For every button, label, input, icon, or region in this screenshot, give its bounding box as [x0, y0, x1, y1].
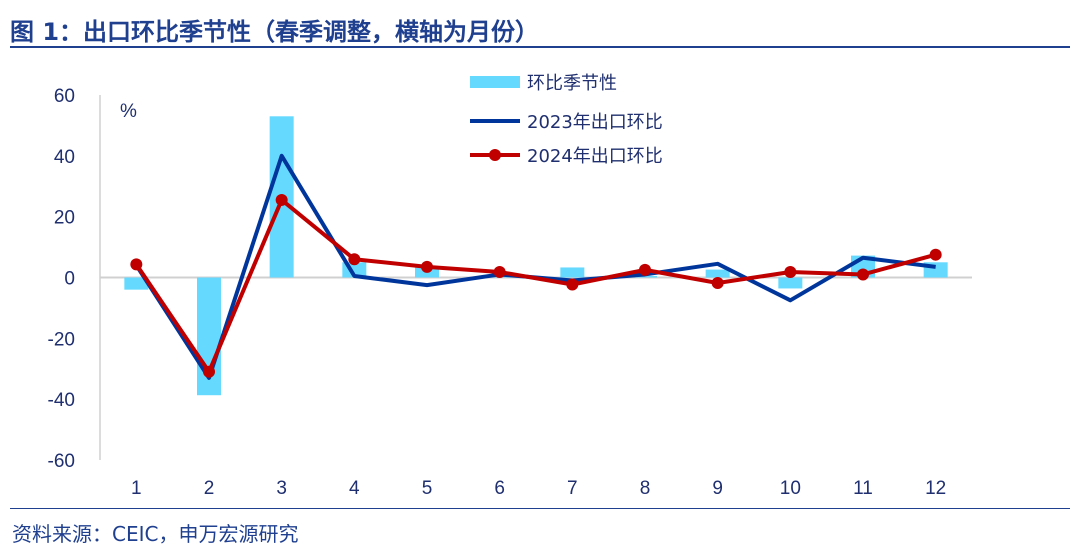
- x-tick-label: 2: [204, 478, 215, 499]
- x-tick-label: 9: [712, 478, 723, 499]
- point-12: [929, 248, 942, 261]
- legend-bar-swatch: [470, 76, 520, 88]
- x-tick-label: 3: [276, 478, 287, 499]
- bar-8: [633, 275, 657, 278]
- x-tick-label: 7: [567, 478, 578, 499]
- legend-label-seasonality: 环比季节性: [527, 73, 617, 94]
- point-11: [857, 268, 869, 281]
- y-tick-label: 0: [64, 269, 75, 290]
- x-tick-label: 6: [494, 478, 505, 499]
- bar-7: [560, 267, 585, 278]
- x-tick-label: 5: [422, 478, 433, 499]
- title-rule: [10, 46, 1070, 48]
- y-tick-label: 60: [54, 86, 75, 107]
- bar-10: [778, 277, 803, 289]
- bar-1: [124, 277, 149, 290]
- point-7: [566, 278, 579, 291]
- x-tick-label: 1: [131, 478, 142, 499]
- point-3: [275, 193, 288, 206]
- point-10: [784, 266, 797, 279]
- bar-9: [705, 269, 730, 278]
- x-tick-label: 11: [853, 478, 873, 499]
- x-tick-label: 12: [925, 478, 946, 499]
- legend-label-2023: 2023年出口环比: [527, 112, 663, 133]
- y-tick-label: -40: [48, 390, 75, 411]
- legend-2024-marker: [489, 149, 501, 161]
- chart-title: 图 1：出口环比季节性（春季调整，横轴为月份）: [10, 18, 540, 46]
- legend-label-2024: 2024年出口环比: [527, 146, 663, 167]
- point-9: [711, 276, 724, 289]
- point-1: [130, 258, 143, 271]
- point-8: [639, 263, 651, 276]
- y-tick-label: 40: [54, 147, 75, 168]
- x-tick-label: 4: [349, 478, 360, 499]
- y-axis-unit: %: [120, 101, 137, 122]
- y-tick-label: -20: [48, 329, 75, 350]
- point-4: [348, 253, 361, 266]
- y-tick-label: -60: [48, 451, 75, 472]
- point-2: [203, 365, 215, 378]
- x-tick-label: 8: [640, 478, 651, 499]
- source-note: 资料来源：CEIC，申万宏源研究: [12, 522, 299, 546]
- y-tick-label: 20: [54, 208, 75, 229]
- line-series-2024年出口环比: [134, 197, 937, 374]
- point-6: [493, 266, 506, 279]
- line-series-2023年出口环比: [134, 153, 936, 380]
- bottom-rule: [10, 508, 1070, 509]
- point-5: [421, 260, 433, 273]
- x-tick-label: 10: [780, 478, 801, 499]
